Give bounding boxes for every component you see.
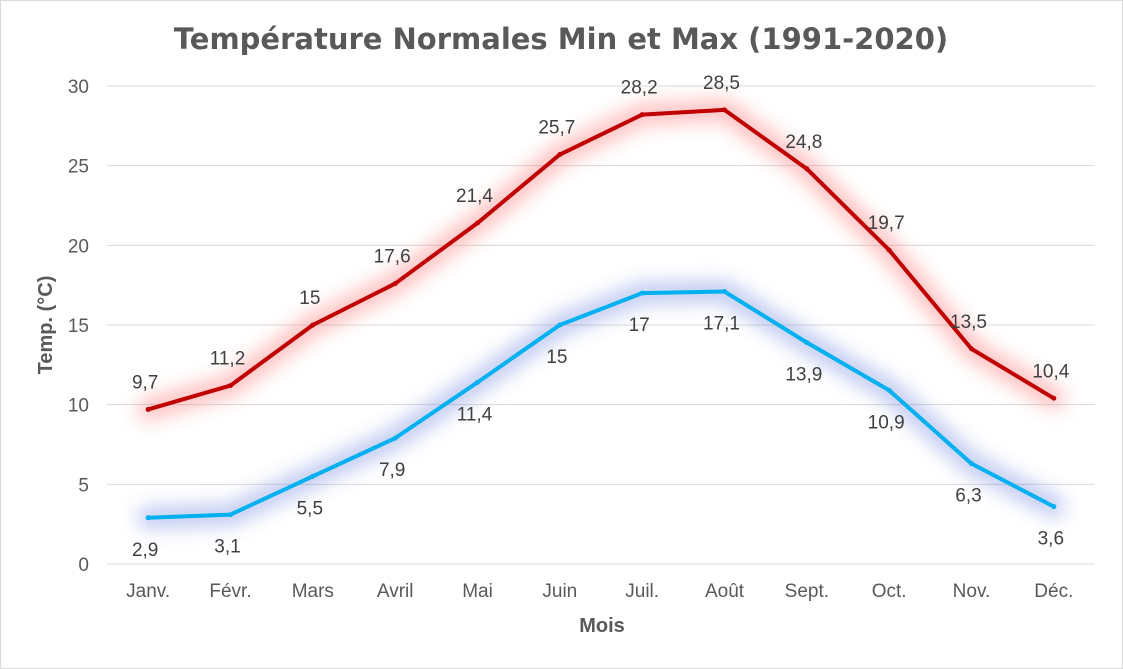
y-tick-label: 25: [68, 157, 89, 178]
data-point: [722, 289, 727, 295]
x-tick-label: Juil.: [625, 581, 659, 602]
y-tick-label: 15: [68, 316, 89, 337]
data-label: 28,2: [621, 78, 658, 99]
data-point: [475, 379, 480, 385]
x-tick-label: Août: [705, 581, 745, 602]
data-point: [557, 152, 563, 158]
data-point: [722, 107, 727, 113]
data-point: [1051, 504, 1057, 510]
series-lines: [145, 107, 1057, 521]
data-label: 6,3: [955, 486, 981, 507]
x-tick-label: Nov.: [953, 581, 991, 602]
data-label: 3,6: [1038, 529, 1064, 550]
data-point: [475, 220, 480, 226]
data-label: 5,5: [297, 498, 323, 519]
data-label: 28,5: [703, 73, 740, 94]
data-point: [145, 406, 151, 412]
data-label: 24,8: [785, 132, 822, 153]
data-label: 11,4: [457, 404, 493, 425]
data-label: 11,2: [210, 349, 246, 370]
series-glow: [137, 98, 1065, 421]
data-point: [639, 290, 645, 296]
data-point: [969, 461, 974, 467]
y-axis-ticks: 0 5 10 15 20 25 30: [68, 77, 89, 576]
data-label: 19,7: [868, 213, 905, 234]
series-line: [146, 289, 1056, 520]
data-point: [886, 247, 892, 253]
x-tick-label: Mai: [462, 581, 493, 602]
data-point: [392, 435, 398, 441]
data-label: 25,7: [538, 118, 575, 139]
data-label: 10,4: [1032, 361, 1069, 382]
y-tick-label: 5: [78, 475, 89, 496]
data-labels: 9,7 11,2 15 17,6 21,4 25,7 28,2 28,5 24,8 19,7 13,…: [132, 73, 1070, 561]
data-label: 3,1: [214, 537, 240, 558]
chart-title: Température Normales Min et Max (1991-20…: [174, 22, 948, 56]
data-label: 17,1: [703, 314, 740, 335]
series-line: [146, 107, 1056, 412]
data-label: 17: [629, 315, 650, 336]
data-label: 17,6: [374, 247, 411, 268]
data-point: [804, 166, 810, 172]
series-glows: [137, 98, 1065, 529]
x-tick-label: Sept.: [785, 581, 829, 602]
data-point: [228, 512, 233, 518]
data-label: 9,7: [132, 372, 158, 393]
x-tick-label: Oct.: [872, 581, 907, 602]
data-point: [228, 383, 233, 389]
y-tick-label: 10: [68, 396, 89, 417]
y-tick-label: 30: [68, 77, 89, 98]
data-point: [145, 515, 151, 521]
data-point: [886, 387, 892, 393]
data-label: 13,9: [785, 365, 822, 386]
x-tick-label: Juin: [542, 581, 577, 602]
data-point: [804, 340, 810, 346]
x-tick-label: Mars: [292, 581, 334, 602]
x-tick-label: Avril: [377, 581, 414, 602]
data-point: [969, 346, 974, 352]
data-point: [310, 322, 316, 328]
data-label: 10,9: [868, 412, 905, 433]
data-point: [392, 281, 398, 287]
data-label: 2,9: [132, 540, 158, 561]
data-point: [1051, 395, 1057, 401]
y-axis-title: Temp. (°C): [35, 276, 57, 375]
data-label: 15: [299, 288, 320, 309]
x-axis-title: Mois: [579, 615, 625, 637]
data-point: [639, 112, 645, 118]
y-tick-label: 0: [78, 555, 89, 576]
y-tick-label: 20: [68, 236, 89, 257]
x-tick-label: Janv.: [126, 581, 170, 602]
x-tick-label: Févr.: [209, 581, 251, 602]
data-point: [310, 473, 316, 479]
x-tick-label: Déc.: [1034, 581, 1073, 602]
data-label: 13,5: [950, 312, 987, 333]
data-label: 21,4: [456, 186, 493, 207]
data-label: 7,9: [379, 460, 405, 481]
data-label: 15: [546, 347, 567, 368]
data-point: [557, 322, 563, 328]
x-axis-ticks: Janv. Févr. Mars Avril Mai Juin Juil. Août Sept.…: [126, 581, 1073, 602]
